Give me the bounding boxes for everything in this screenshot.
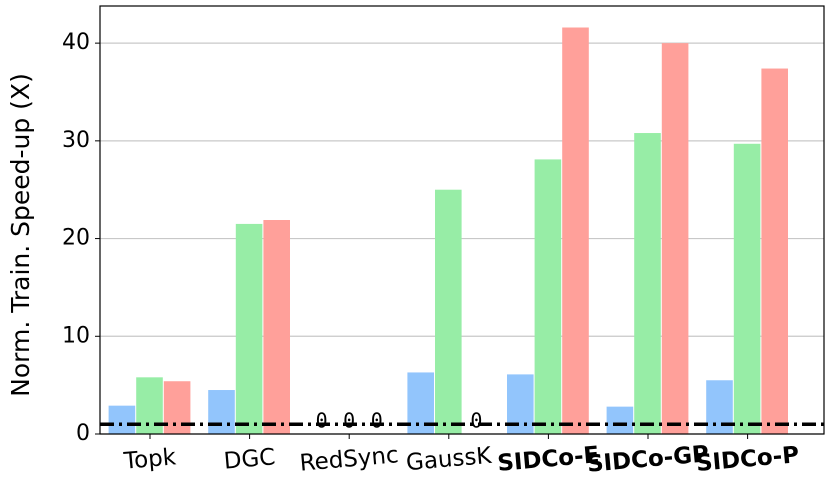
x-tick-label: SIDCo-E [496, 442, 600, 477]
plot-frame [99, 5, 825, 435]
bar [435, 189, 462, 434]
bar [263, 220, 290, 434]
bar [606, 406, 634, 434]
bar [733, 143, 761, 434]
bar [235, 223, 263, 434]
bar [163, 381, 191, 434]
y-tick-label: 20 [62, 226, 90, 251]
value-label: 0 [316, 409, 328, 433]
value-label: 0 [371, 409, 383, 433]
bar [661, 43, 689, 435]
x-tick-label: DGC [223, 444, 277, 474]
x-tick-label: SIDCo-GP [586, 441, 710, 478]
y-tick-label: 40 [62, 30, 90, 55]
x-tick-label: Topk [122, 444, 178, 475]
bar [562, 27, 589, 435]
x-tick-label: GaussK [405, 443, 493, 476]
bar [534, 159, 562, 434]
value-label: 0 [470, 409, 482, 433]
x-tick-label: SIDCo-P [695, 442, 800, 477]
x-tick-label: RedSync [299, 442, 400, 477]
y-tick-label: 0 [76, 421, 90, 446]
bar [634, 133, 661, 434]
value-label: 0 [343, 409, 355, 433]
y-tick-label: 30 [62, 128, 90, 153]
y-axis-label: Norm. Train. Speed-up (X) [6, 73, 35, 397]
bar [108, 405, 136, 434]
bar [208, 390, 235, 434]
y-tick-label: 10 [62, 323, 90, 348]
bar [761, 68, 788, 434]
